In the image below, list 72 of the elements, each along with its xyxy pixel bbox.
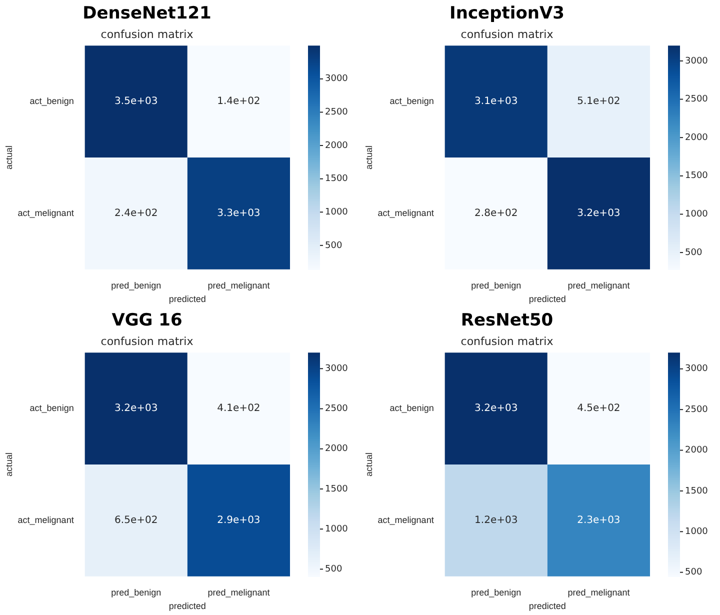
color-bar-label: 1500 xyxy=(325,484,348,494)
y-tick-label: act_benign xyxy=(30,96,74,106)
color-bar-label: 3000 xyxy=(325,364,348,374)
data-label: 5.1e+02 xyxy=(577,96,620,108)
y-tick-label: act_benign xyxy=(30,403,74,414)
color-bar-label: 1500 xyxy=(685,486,708,496)
color-bar-label: 500 xyxy=(325,564,342,575)
y-tick-label: act_melignant xyxy=(378,208,434,218)
data-label: 3.5e+03 xyxy=(114,96,158,108)
data-label: 2.8e+02 xyxy=(474,208,518,220)
color-bar-label: 2000 xyxy=(685,132,708,143)
data-label: 3.2e+03 xyxy=(114,403,158,414)
x-tick-label: pred_melignant xyxy=(208,280,270,290)
color-bar-label: 1000 xyxy=(325,524,348,534)
color-bar-label: 1000 xyxy=(325,207,348,218)
chart-title: ResNet50 xyxy=(460,310,554,331)
x-tick-label: pred_benign xyxy=(471,587,522,598)
color-bar-label: 2500 xyxy=(325,108,348,118)
x-axis-title: predicted xyxy=(528,294,566,304)
y-tick-label: act_melignant xyxy=(18,208,74,218)
color-bar-label: 500 xyxy=(325,240,342,251)
color-bar-label: 2500 xyxy=(685,404,708,415)
x-tick-label: pred_melignant xyxy=(208,587,270,598)
y-axis-title: actual xyxy=(4,145,14,170)
chart-title: VGG 16 xyxy=(112,310,182,331)
color-bar-label: 1500 xyxy=(685,171,708,182)
y-axis-title: actual xyxy=(4,452,14,477)
data-label: 3.1e+03 xyxy=(474,96,518,108)
color-bar-label: 2000 xyxy=(685,446,708,456)
color-bar-label: 2000 xyxy=(325,140,348,151)
x-axis-title: predicted xyxy=(168,294,206,304)
color-bar-label: 3000 xyxy=(325,74,348,84)
data-label: 4.1e+02 xyxy=(217,403,260,414)
data-label: 2.3e+03 xyxy=(577,515,620,526)
chart-title: DenseNet121 xyxy=(82,4,212,24)
data-label: 4.5e+02 xyxy=(577,403,620,414)
chart-subtitle: confusion matrix xyxy=(100,334,194,348)
color-bar-label: 2000 xyxy=(325,444,348,454)
color-bar-label: 1000 xyxy=(685,210,708,220)
data-label: 3.2e+03 xyxy=(474,403,518,414)
y-tick-label: act_melignant xyxy=(378,514,434,525)
data-label: 3.3e+03 xyxy=(217,208,260,220)
chart-title: InceptionV3 xyxy=(450,4,564,24)
color-bar-label: 500 xyxy=(685,568,702,578)
x-axis-title: predicted xyxy=(528,601,566,612)
data-label: 3.2e+03 xyxy=(577,208,620,220)
x-tick-label: pred_benign xyxy=(471,280,522,290)
color-bar-label: 500 xyxy=(685,248,702,258)
y-tick-label: act_benign xyxy=(390,96,434,106)
color-bar-label: 2500 xyxy=(325,404,348,414)
x-axis-title: predicted xyxy=(168,601,206,612)
y-axis-title: actual xyxy=(364,145,374,170)
color-bar-label: 3000 xyxy=(685,364,708,374)
chart-subtitle: confusion matrix xyxy=(460,334,554,348)
data-label: 2.4e+02 xyxy=(114,208,158,220)
data-label: 2.9e+03 xyxy=(217,515,260,526)
chart-subtitle: confusion matrix xyxy=(100,28,194,41)
y-tick-label: act_melignant xyxy=(18,514,74,525)
x-tick-label: pred_melignant xyxy=(568,587,630,598)
y-axis-title: actual xyxy=(364,452,374,477)
data-label: 1.2e+03 xyxy=(474,515,518,526)
color-bar-label: 1500 xyxy=(325,174,348,184)
data-label: 6.5e+02 xyxy=(114,515,158,526)
x-tick-label: pred_benign xyxy=(111,280,162,290)
x-tick-label: pred_benign xyxy=(111,587,162,598)
y-tick-label: act_benign xyxy=(390,403,434,414)
data-label: 1.4e+02 xyxy=(217,96,260,108)
chart-subtitle: confusion matrix xyxy=(460,28,554,41)
x-tick-label: pred_melignant xyxy=(568,280,630,290)
color-bar-label: 1000 xyxy=(685,526,708,537)
color-bar-label: 3000 xyxy=(685,56,708,66)
color-bar-label: 2500 xyxy=(685,94,708,105)
